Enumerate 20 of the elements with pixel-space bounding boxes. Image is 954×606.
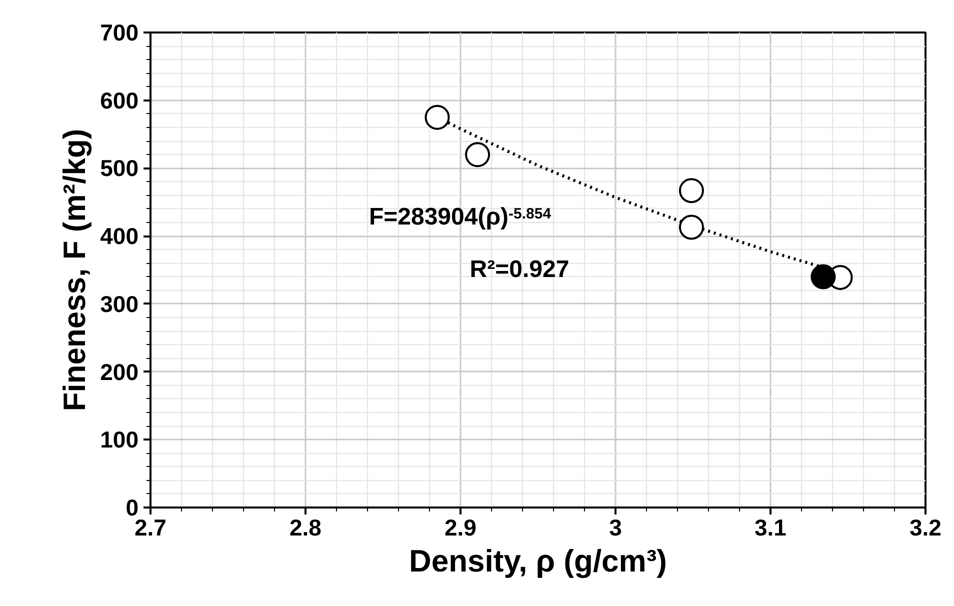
x-axis-title: Density, ρ (g/cm³) — [408, 544, 668, 578]
y-tick-label: 400 — [100, 223, 138, 250]
point — [465, 142, 490, 168]
y-axis-title: Fineness, F (m²/kg) — [57, 128, 92, 412]
y-tick-label: 100 — [100, 426, 138, 453]
x-tick-label: 3 — [609, 514, 622, 540]
y-tick-label: 700 — [100, 20, 138, 46]
x-tick-label: 3.1 — [754, 514, 787, 540]
y-tick-label: 600 — [100, 87, 138, 114]
point — [678, 178, 704, 204]
point — [810, 264, 836, 290]
annotation: R²=0.927 — [470, 256, 570, 283]
point — [678, 214, 704, 240]
point — [424, 104, 450, 130]
x-tick-label: 2.8 — [290, 514, 322, 540]
x-tick-label: 2.9 — [444, 514, 476, 540]
y-tick-label: 200 — [100, 358, 138, 385]
y-tick-label: 500 — [100, 155, 138, 182]
x-tick-label: 3.2 — [910, 514, 942, 540]
y-tick-label: 300 — [100, 290, 138, 317]
